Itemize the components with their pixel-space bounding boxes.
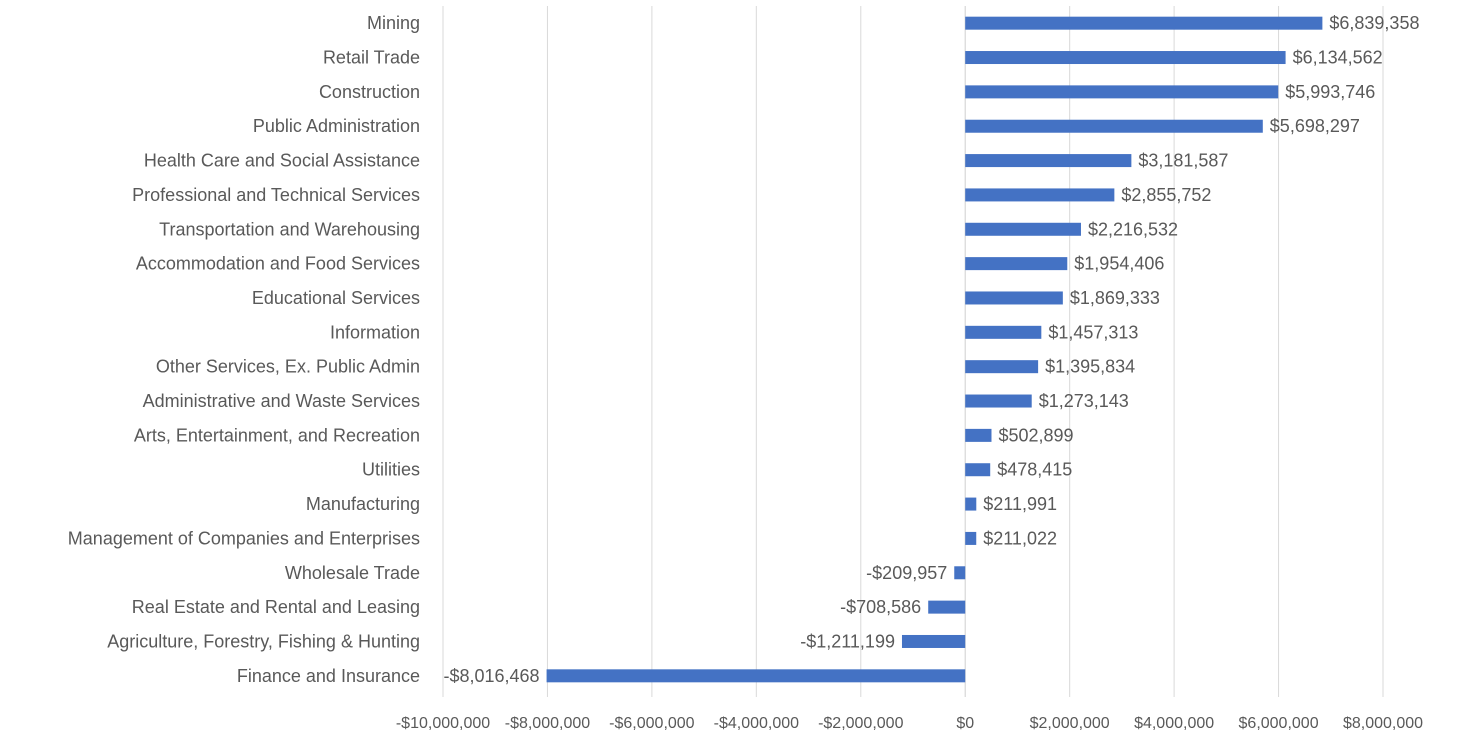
data-label: $2,216,532 — [1088, 219, 1178, 239]
x-tick-label: $2,000,000 — [1030, 715, 1110, 732]
x-tick-label: $0 — [956, 715, 974, 732]
data-label: -$8,016,468 — [443, 666, 539, 686]
bar — [965, 497, 977, 511]
category-label: Administrative and Waste Services — [143, 391, 420, 411]
data-label: $2,855,752 — [1121, 185, 1211, 205]
bar — [901, 634, 966, 648]
category-label: Transportation and Warehousing — [159, 219, 420, 239]
gridlines — [442, 6, 1384, 697]
bar — [546, 669, 966, 683]
data-label: $1,869,333 — [1070, 288, 1160, 308]
bar — [965, 428, 992, 442]
category-label: Educational Services — [252, 288, 420, 308]
data-label: $3,181,587 — [1138, 151, 1228, 171]
category-label: Wholesale Trade — [285, 563, 420, 583]
data-label: $211,022 — [983, 528, 1057, 548]
bar — [965, 85, 1279, 99]
data-label: $6,134,562 — [1293, 48, 1383, 68]
category-label: Public Administration — [253, 116, 420, 136]
category-label: Retail Trade — [323, 48, 420, 68]
x-tick-labels: -$10,000,000 -$8,000,000 -$6,000,000 -$4,00… — [396, 715, 1423, 732]
category-label: Other Services, Ex. Public Admin — [156, 357, 420, 377]
data-label: $1,273,143 — [1039, 391, 1129, 411]
x-tick-label: -$2,000,000 — [818, 715, 904, 732]
category-label: Accommodation and Food Services — [136, 254, 420, 274]
data-label: $1,457,313 — [1048, 322, 1138, 342]
bar — [965, 291, 1063, 305]
bar — [928, 600, 966, 614]
data-label: $478,415 — [997, 460, 1072, 480]
category-label: Construction — [319, 82, 420, 102]
bar — [965, 119, 1263, 133]
x-tick-label: -$10,000,000 — [396, 715, 490, 732]
data-label: $502,899 — [998, 425, 1073, 445]
data-label: $5,698,297 — [1270, 116, 1360, 136]
category-label: Arts, Entertainment, and Recreation — [134, 425, 420, 445]
category-label: Agriculture, Forestry, Fishing & Hunting — [107, 631, 420, 651]
bar — [965, 531, 977, 545]
bar — [965, 463, 991, 477]
category-label: Health Care and Social Assistance — [144, 151, 420, 171]
category-label: Finance and Insurance — [237, 666, 420, 686]
bar — [965, 51, 1286, 65]
bar — [965, 394, 1032, 408]
bar — [965, 188, 1115, 202]
bar — [965, 257, 1068, 271]
x-tick-label: $4,000,000 — [1134, 715, 1214, 732]
data-label: $1,954,406 — [1074, 254, 1164, 274]
category-label: Management of Companies and Enterprises — [68, 528, 420, 548]
category-label: Information — [330, 322, 420, 342]
x-tick-label: -$8,000,000 — [505, 715, 591, 732]
x-tick-label: -$4,000,000 — [714, 715, 800, 732]
data-label: $211,991 — [983, 494, 1057, 514]
data-label: -$708,586 — [840, 597, 921, 617]
bar — [965, 360, 1039, 374]
data-label: $5,993,746 — [1285, 82, 1375, 102]
data-label: $1,395,834 — [1045, 357, 1135, 377]
bar — [965, 325, 1042, 339]
category-label: Professional and Technical Services — [132, 185, 420, 205]
bar — [965, 154, 1132, 168]
category-label: Utilities — [362, 460, 420, 480]
category-label: Mining — [367, 13, 420, 33]
bars — [546, 16, 1323, 683]
bar — [965, 16, 1323, 30]
bar — [965, 222, 1081, 236]
x-tick-label: $6,000,000 — [1239, 715, 1319, 732]
category-label: Real Estate and Rental and Leasing — [132, 597, 420, 617]
data-label: -$209,957 — [866, 563, 947, 583]
data-label: -$1,211,199 — [800, 631, 895, 651]
data-label: $6,839,358 — [1329, 13, 1419, 33]
category-labels: Mining Retail Trade Construction Public Adm… — [68, 13, 420, 686]
x-tick-label: $8,000,000 — [1343, 715, 1423, 732]
bar — [954, 566, 966, 580]
category-label: Manufacturing — [306, 494, 420, 514]
x-tick-label: -$6,000,000 — [609, 715, 695, 732]
data-labels: $6,839,358 $6,134,562 $5,993,746 $5,698,297… — [443, 13, 1419, 686]
